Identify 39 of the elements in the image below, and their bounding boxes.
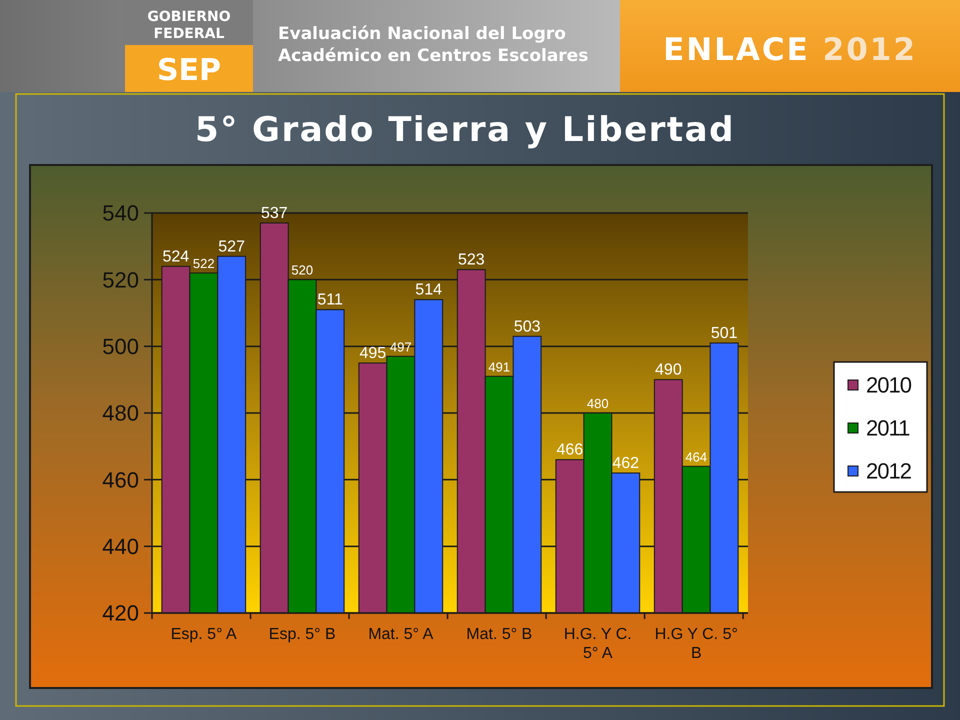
legend-label: 2010 <box>866 372 912 398</box>
y-tick-label: 540 <box>102 200 139 226</box>
text: GOBIERNO FEDERAL <box>147 9 231 42</box>
data-label: 511 <box>317 292 343 309</box>
x-tick-label: H.G Y C. 5° B <box>654 626 738 662</box>
data-label: 501 <box>710 325 738 342</box>
data-label: 503 <box>514 318 541 336</box>
y-tick-label: 460 <box>102 467 139 492</box>
data-label: 491 <box>488 359 510 374</box>
data-label: 480 <box>586 396 609 411</box>
data-label: 537 <box>260 205 288 222</box>
data-label: 495 <box>359 345 386 362</box>
text: Evaluación Nacional del Logro Académico en Centros Escolares <box>278 24 588 66</box>
data-label: 523 <box>458 252 485 269</box>
x-tick-label: Mat. 5° A <box>368 626 434 643</box>
x-tick-label: Mat. 5° B <box>466 626 532 643</box>
legend-label: 2012 <box>866 458 912 484</box>
chart-title: 5° Grado Tierra y Libertad <box>195 110 735 150</box>
data-label: 490 <box>655 362 682 379</box>
y-tick-label: 420 <box>102 600 139 626</box>
data-label: 514 <box>415 282 442 299</box>
data-label: 527 <box>218 238 246 256</box>
text: ENLACE 2012 <box>663 32 917 68</box>
y-tick-label: 480 <box>102 400 139 426</box>
data-label: 522 <box>192 256 215 271</box>
legend-label: 2011 <box>866 416 910 441</box>
y-tick-label: 520 <box>102 267 139 292</box>
y-tick-label: 440 <box>102 534 139 560</box>
data-label: 520 <box>291 262 314 278</box>
data-label: 464 <box>685 449 708 464</box>
data-label: 462 <box>612 455 640 472</box>
data-label: 466 <box>556 442 584 459</box>
x-tick-label: Esp. 5° A <box>170 626 238 643</box>
x-tick-label: Esp. 5° B <box>268 626 336 643</box>
text: SEP <box>156 53 222 88</box>
x-tick-label: H.G. Y C. 5° A <box>564 626 632 662</box>
y-tick-label: 500 <box>102 334 139 360</box>
data-label: 524 <box>162 248 190 266</box>
data-label: 497 <box>390 339 412 354</box>
